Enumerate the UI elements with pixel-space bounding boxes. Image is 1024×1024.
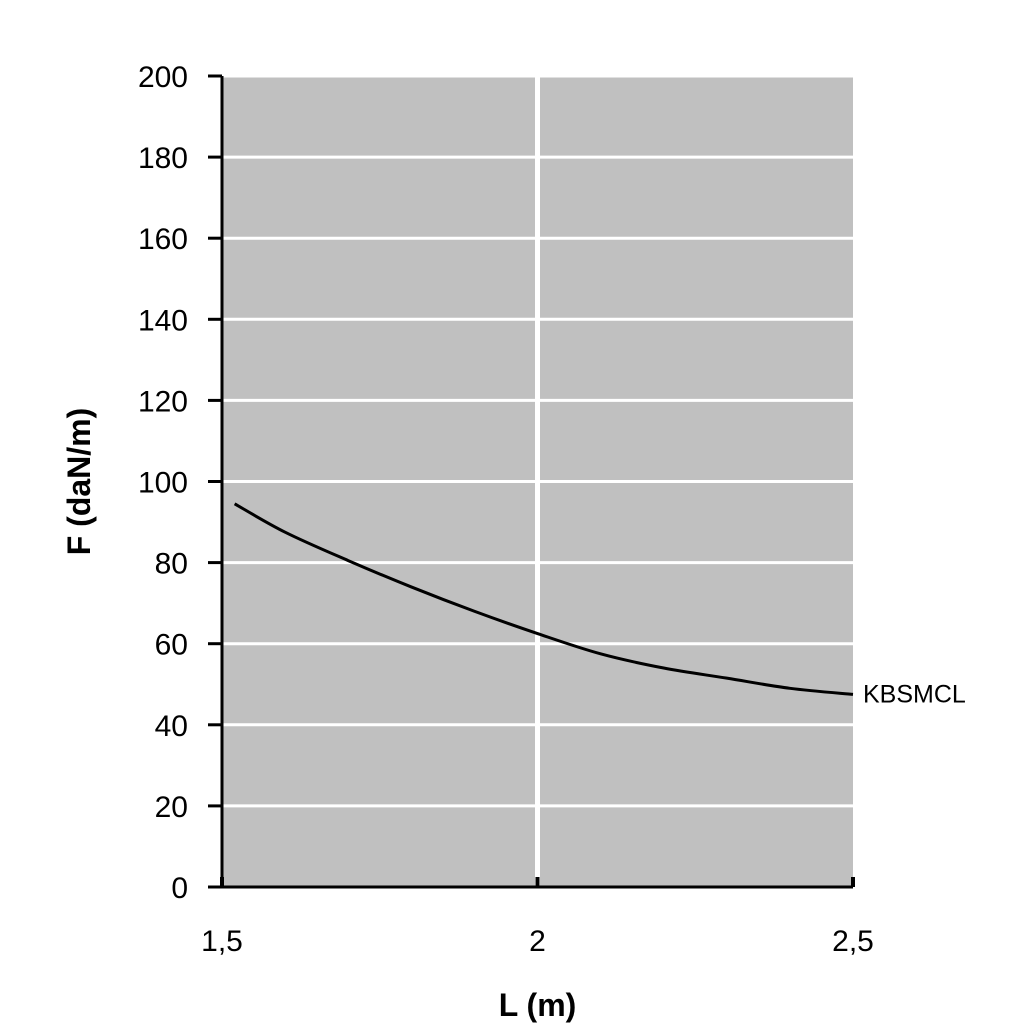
y-tick-label: 20: [155, 791, 188, 824]
grid-lines: [222, 74, 853, 887]
y-tick-label: 120: [138, 385, 188, 418]
y-tick-label: 140: [138, 304, 188, 337]
y-tick-label: 180: [138, 142, 188, 175]
y-tick-label: 60: [155, 629, 188, 662]
y-tick-label: 160: [138, 223, 188, 256]
y-tick-label: 40: [155, 710, 188, 743]
y-tick-label: 100: [138, 467, 188, 500]
series-label: KBSMCL: [863, 680, 966, 708]
x-tick-label: 2: [529, 925, 546, 958]
y-axis-title: F (daN/m): [61, 408, 97, 556]
y-tick-label: 80: [155, 548, 188, 581]
x-axis-ticks: 1,5 2 2,5: [201, 877, 874, 958]
x-tick-label: 1,5: [201, 925, 243, 958]
series-group: KBSMCL: [233, 502, 966, 708]
y-axis-ticks: 0 20 40 60 80 100 120 140 160 180 200: [138, 61, 222, 905]
y-tick-label: 0: [171, 872, 188, 905]
y-tick-label: 200: [138, 61, 188, 94]
x-tick-label: 2,5: [832, 925, 874, 958]
x-axis-title: L (m): [499, 987, 577, 1023]
series-line-kbsmcl: [233, 502, 854, 696]
